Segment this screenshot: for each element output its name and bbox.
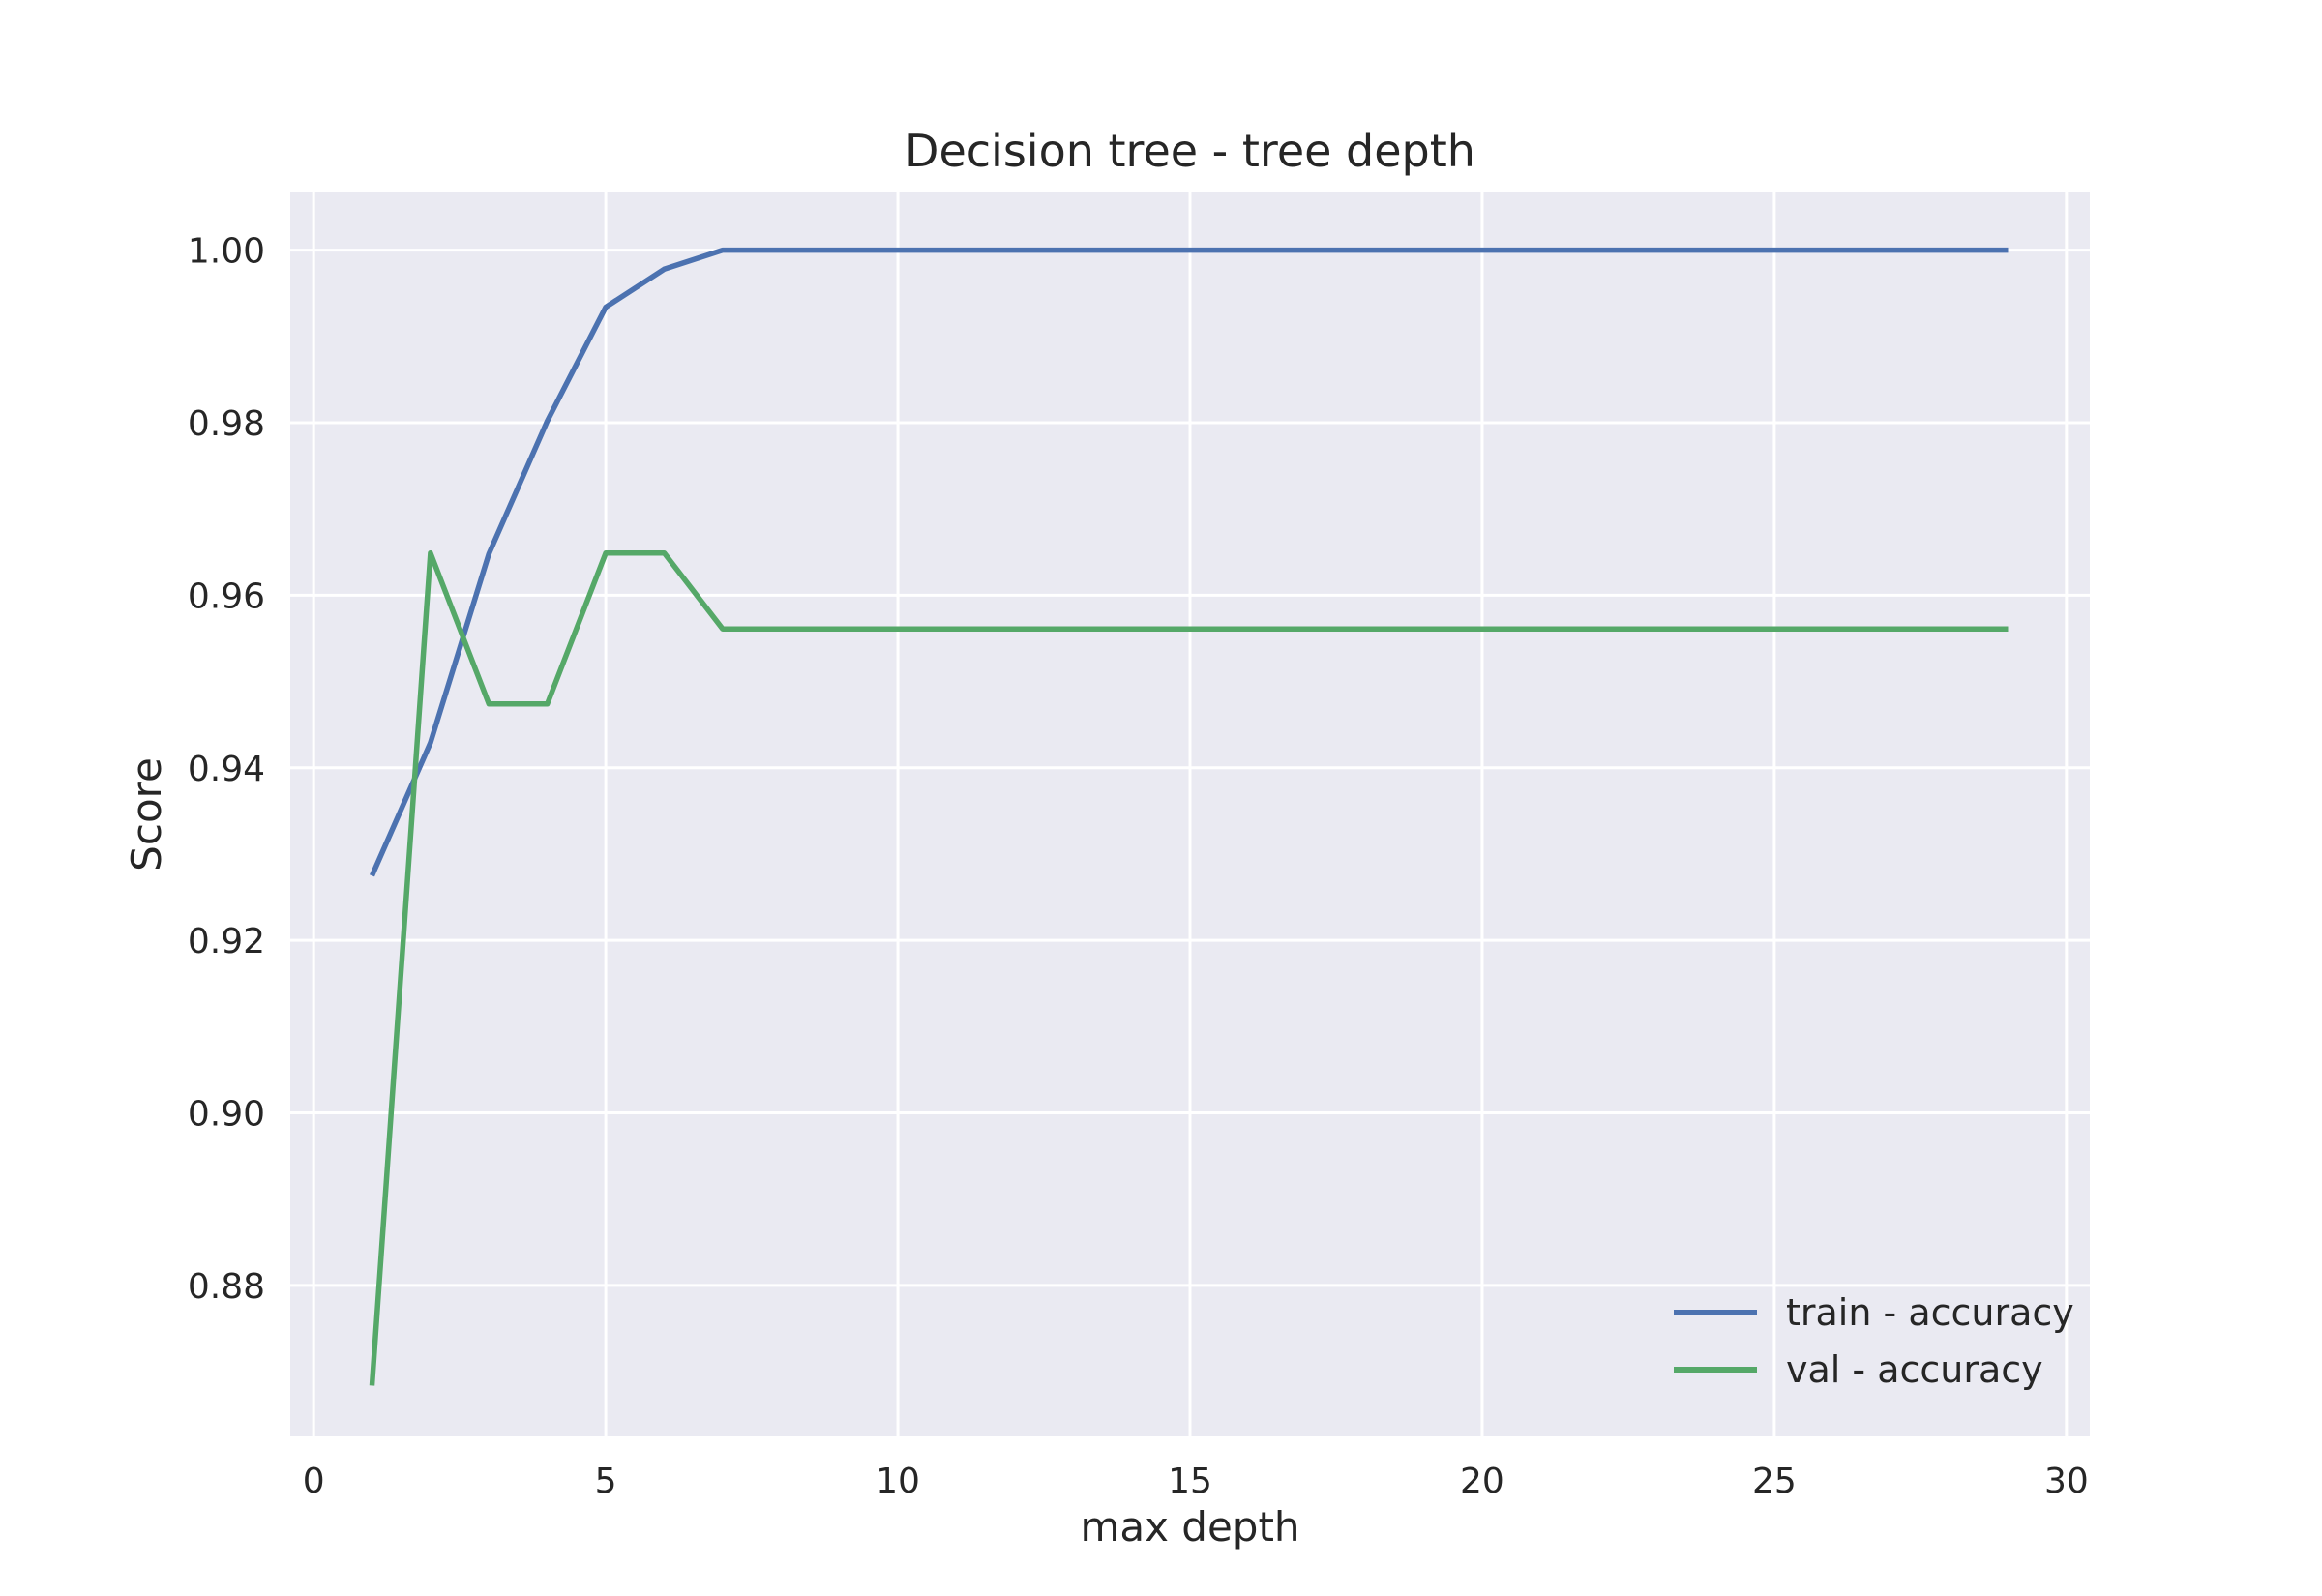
y-tick-label: 0.92 [188,922,265,961]
y-tick-label: 0.98 [188,404,265,444]
y-tick-label: 1.00 [188,232,265,272]
x-tick-label: 15 [1168,1462,1212,1501]
legend-label-train: train - accuracy [1786,1291,2074,1334]
x-axis-label: max depth [1080,1503,1299,1551]
x-tick-label: 5 [595,1462,617,1501]
x-tick-label: 30 [2044,1462,2089,1501]
x-tick-label: 25 [1752,1462,1797,1501]
x-tick-labels: 0 5 10 15 20 25 30 [303,1462,2089,1501]
train-accuracy-line [369,247,2009,877]
y-tick-labels: 0.88 0.90 0.92 0.94 0.96 0.98 1.00 [188,232,265,1307]
legend-label-val: val - accuracy [1786,1348,2043,1391]
data-series [369,247,2009,1386]
grid-lines [290,192,2090,1436]
chart-title: Decision tree - tree depth [905,125,1475,177]
y-tick-label: 0.88 [188,1267,265,1307]
y-tick-label: 0.90 [188,1095,265,1135]
legend: train - accuracy val - accuracy [1674,1291,2074,1391]
y-tick-label: 0.94 [188,750,265,789]
x-tick-label: 20 [1460,1462,1504,1501]
x-tick-label: 10 [876,1462,920,1501]
x-tick-label: 0 [303,1462,325,1501]
val-accuracy-line [369,549,2009,1386]
y-axis-label: Score [123,757,170,872]
y-tick-label: 0.96 [188,576,265,616]
